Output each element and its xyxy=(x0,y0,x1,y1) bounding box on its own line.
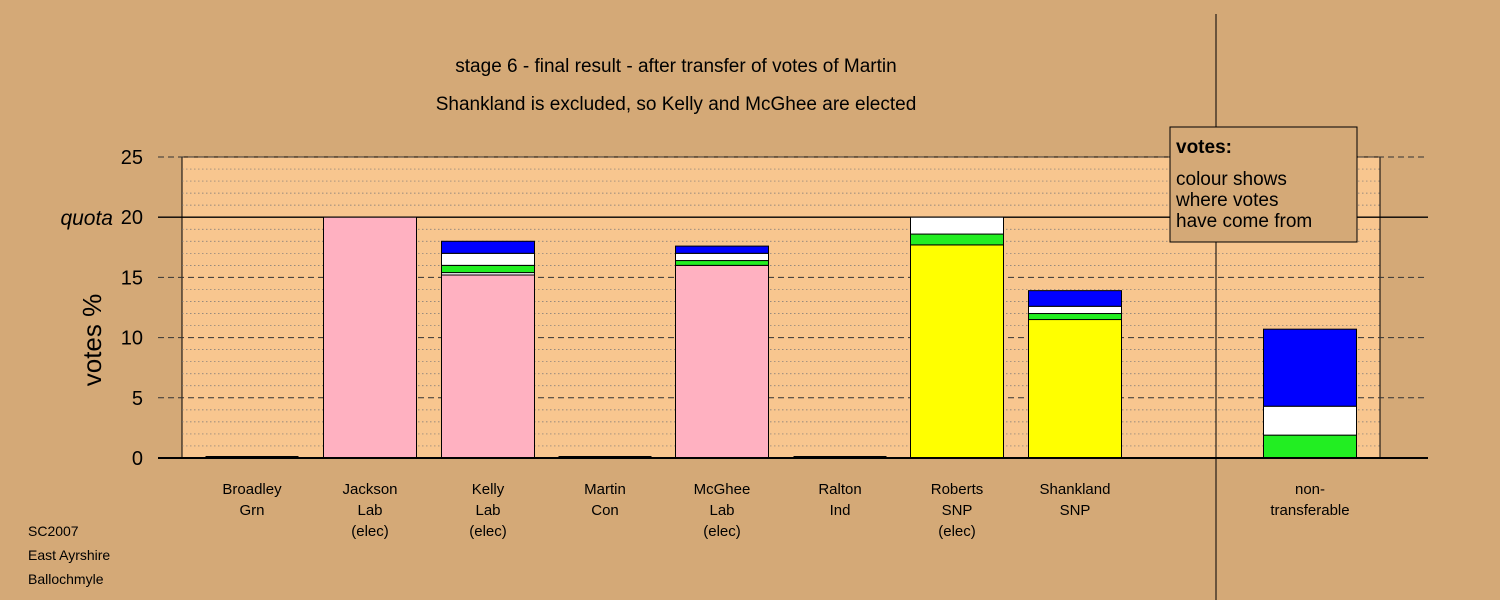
x-tick-label: (elec) xyxy=(351,523,389,540)
bar-segment xyxy=(441,274,535,459)
bar-segment xyxy=(441,240,535,254)
bar-segment xyxy=(675,245,769,254)
y-tick-label: 5 xyxy=(132,388,143,410)
bar-segment xyxy=(1028,319,1122,459)
footnote-line: Ballochmyle xyxy=(28,571,104,587)
x-tick-label: Roberts xyxy=(931,481,984,498)
bar-segment xyxy=(1028,290,1122,307)
footnote-line: East Ayrshire xyxy=(28,547,110,563)
x-tick-label: Kelly xyxy=(472,481,505,498)
y-ticks: 0 5 10 15 20 25 xyxy=(121,147,143,470)
x-tick-label: Lab xyxy=(709,502,734,519)
chart-title-line1: stage 6 - final result - after transfer … xyxy=(455,56,896,77)
x-tick-label: Ralton xyxy=(818,481,861,498)
footnote: SC2007 East Ayrshire Ballochmyle xyxy=(28,523,110,587)
x-tick-label: (elec) xyxy=(703,523,741,540)
x-tick-labels: Broadley Grn Jackson Lab (elec) Kelly Lab (elec… xyxy=(222,481,1349,540)
x-tick-label: Jackson xyxy=(342,481,397,498)
bar-segment xyxy=(910,244,1004,459)
legend-frame xyxy=(1169,126,1358,243)
bar-segment xyxy=(441,252,535,266)
bar-segment xyxy=(1028,305,1122,315)
x-tick-label: (elec) xyxy=(938,523,976,540)
x-tick-label: Lab xyxy=(357,502,382,519)
x-tick-label: Lab xyxy=(475,502,500,519)
x-tick-label: Ind xyxy=(830,502,851,519)
x-tick-label: Grn xyxy=(239,502,264,519)
x-tick-label: Con xyxy=(591,502,619,519)
x-tick-label: (elec) xyxy=(469,523,507,540)
y-tick-label: 10 xyxy=(121,328,143,350)
x-tick-label: Shankland xyxy=(1040,481,1111,498)
y-tick-label: 0 xyxy=(132,448,143,470)
bar-segment xyxy=(910,216,1004,235)
footnote-line: SC2007 xyxy=(28,523,79,539)
x-tick-label: transferable xyxy=(1270,502,1349,519)
bar-segment xyxy=(1263,405,1357,436)
legend-line: have come from xyxy=(1176,211,1312,232)
legend-line: where votes xyxy=(1175,190,1278,211)
bar-segment xyxy=(1028,313,1122,321)
bar-segment xyxy=(1263,434,1357,459)
x-tick-label: McGhee xyxy=(694,481,751,498)
bars xyxy=(205,216,1357,459)
quota-label: quota xyxy=(60,207,113,230)
bar-segment xyxy=(1263,328,1357,407)
chart-title-line2: Shankland is excluded, so Kelly and McGh… xyxy=(436,94,917,115)
x-tick-label: Martin xyxy=(584,481,626,498)
legend-line: colour shows xyxy=(1176,169,1287,190)
x-tick-label: non- xyxy=(1295,481,1325,498)
legend-box: votes: colour shows where votes have com… xyxy=(1169,126,1358,243)
x-tick-label: SNP xyxy=(942,502,973,519)
y-tick-label: 15 xyxy=(121,267,143,289)
x-tick-label: SNP xyxy=(1060,502,1091,519)
y-tick-label: 20 xyxy=(121,207,143,229)
bar-segment xyxy=(441,264,535,274)
x-tick-label: Broadley xyxy=(222,481,282,498)
bar-segment xyxy=(323,216,417,459)
bar-segment xyxy=(910,233,1004,246)
legend-heading: votes: xyxy=(1176,137,1232,158)
y-axis-label: votes % xyxy=(77,294,107,387)
bar-segment xyxy=(675,264,769,459)
bar-segment xyxy=(675,252,769,262)
bar-segment xyxy=(675,260,769,266)
y-tick-label: 25 xyxy=(121,147,143,169)
